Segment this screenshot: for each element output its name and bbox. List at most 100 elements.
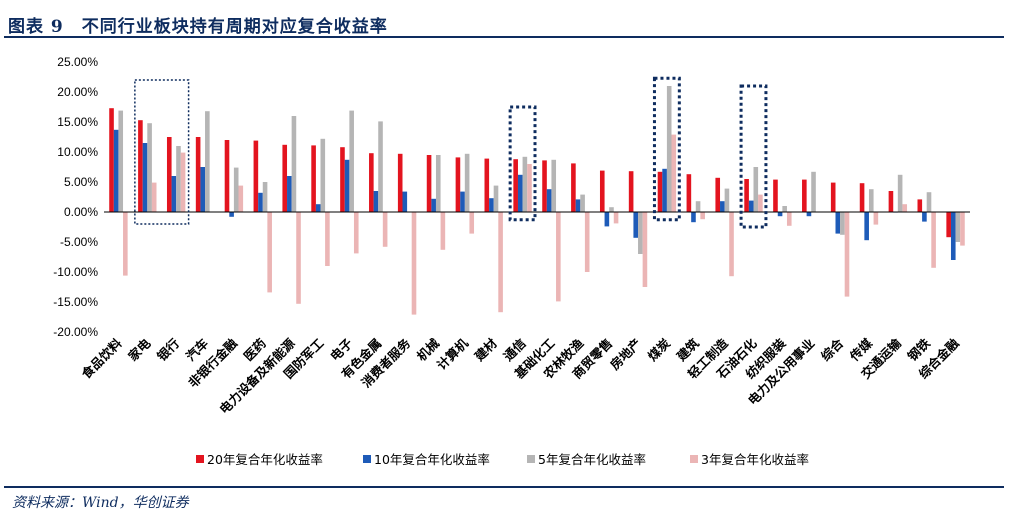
bar [138,120,143,212]
legend-label: 3年复合年化收益率 [701,452,809,467]
bar [786,212,792,226]
bar [926,192,932,212]
bar [642,212,648,287]
bar [498,212,503,313]
bar [238,185,244,212]
bar [369,153,374,212]
bar [638,212,643,254]
source-note: 资料来源：Wind，华创证券 [12,495,189,511]
bar [291,116,297,212]
x-tick-label: 银行 [154,335,183,364]
bar [460,191,465,212]
bar [811,171,816,212]
bar [325,212,330,266]
bar [758,194,763,212]
bar [402,191,408,212]
bar [691,212,696,223]
figure-title: 图表 9 不同行业板块持有周期对应复合收益率 [8,17,388,37]
bar [440,212,446,250]
x-tick-label: 综合 [818,335,847,364]
bar [955,212,961,242]
x-tick-label: 房地产 [607,336,644,373]
bar [431,198,436,212]
bar [715,177,721,212]
bar [469,212,475,234]
legend-label: 5年复合年化收益率 [538,452,646,467]
bar [782,206,787,212]
highlight-box [508,105,537,222]
bar [806,212,812,217]
legend-label: 20年复合年化收益率 [207,452,323,467]
bar [527,164,532,212]
y-axis: 25.00% 20.00% 15.00% 10.00% 5.00% 0.00% -5.00%… [53,55,98,339]
bar [864,212,869,241]
y-tick-label: -15.00% [53,295,98,309]
bar [426,155,432,212]
bar [657,171,663,212]
highlight-box [739,84,768,229]
bar [315,204,321,212]
bar [950,212,956,260]
bar [542,160,547,212]
x-tick-label: 建材 [472,335,501,364]
legend-swatch [196,455,204,463]
bar [662,168,667,212]
legend-swatch [690,455,698,463]
legend-label: 10年复合年化收益率 [374,452,490,467]
bar [320,138,326,212]
bar [873,212,879,225]
bar [633,212,639,238]
bar [773,179,778,212]
bar [373,191,379,212]
x-tick-label: 食品饮料 [78,335,125,382]
bar-series [109,86,965,315]
y-tick-label: 15.00% [57,115,98,129]
highlight-box [134,79,190,225]
bar [147,123,152,212]
x-tick-label: 家电 [125,335,154,364]
bar [113,129,119,212]
legend-swatch [363,455,371,463]
bar [720,201,725,212]
bar [455,157,461,212]
y-tick-label: 0.00% [64,205,98,219]
bar [868,189,874,212]
legend-swatch [527,455,535,463]
bar [556,212,561,302]
bar [397,153,403,212]
y-tick-label: 25.00% [57,55,98,69]
bar [917,199,923,212]
bar [628,171,634,212]
bar [946,212,951,238]
bar [205,111,210,212]
bar [575,199,581,212]
bar [287,176,292,212]
x-tick-label: 计算机 [434,335,471,372]
bar [151,182,157,212]
bar [464,153,470,212]
bar [378,121,383,212]
bar [344,159,350,212]
x-tick-label: 煤炭 [645,335,674,364]
chart-legend: 20年复合年化收益率 10年复合年化收益率 5年复合年化收益率 3年复合年化收益率 [196,452,809,467]
bar [604,212,610,227]
bar [571,163,576,212]
bar [840,212,845,235]
bar [171,176,177,212]
bar [830,182,836,212]
bar [859,183,865,212]
title-rule [4,36,1004,38]
bar [340,147,345,212]
bar [123,212,128,276]
bar [353,212,359,254]
bar [484,158,490,212]
bar [599,170,605,212]
bar [166,137,172,212]
bar [922,212,927,222]
bar [931,212,936,268]
bar [671,134,677,212]
bar [551,159,557,212]
bar [902,204,908,212]
y-tick-label: 10.00% [57,145,98,159]
bar [180,152,186,212]
